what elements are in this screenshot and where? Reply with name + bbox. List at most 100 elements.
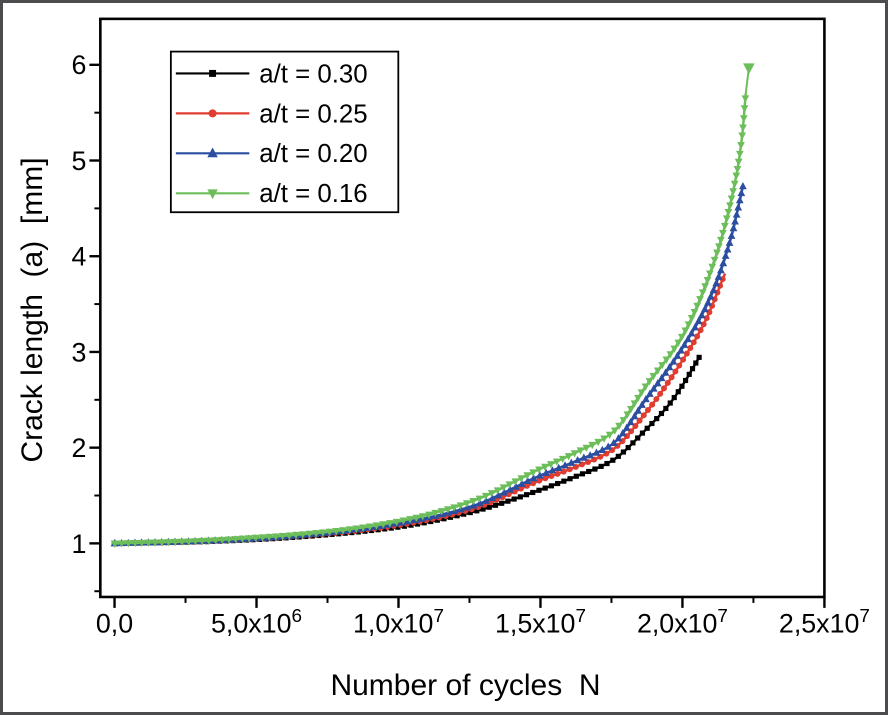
series-marker — [737, 188, 746, 197]
series-marker — [184, 538, 193, 546]
series-marker — [698, 289, 707, 297]
series-marker — [618, 428, 627, 437]
series-marker — [144, 539, 153, 547]
series-marker — [493, 487, 502, 495]
series-marker — [245, 535, 253, 543]
series-marker — [379, 521, 388, 529]
series-marker — [454, 513, 460, 519]
series-marker — [482, 496, 490, 504]
series-marker — [690, 308, 699, 317]
series-marker — [567, 476, 573, 482]
legend-box — [169, 50, 400, 214]
series-marker — [730, 180, 739, 188]
series-marker — [676, 346, 685, 354]
series-marker — [683, 350, 690, 357]
series-marker — [664, 379, 671, 386]
series-marker — [561, 461, 569, 469]
series-marker — [428, 518, 434, 525]
series-marker — [700, 321, 707, 328]
series-marker — [529, 474, 538, 482]
series-marker — [178, 538, 186, 546]
series-marker — [604, 442, 613, 450]
series-marker — [511, 496, 517, 502]
series-marker — [265, 533, 274, 542]
series-marker — [687, 329, 696, 337]
series-marker — [339, 527, 347, 535]
series-marker — [661, 385, 667, 392]
series-marker — [634, 406, 642, 414]
series-marker — [696, 354, 702, 360]
series-marker — [576, 447, 585, 455]
series-marker — [536, 487, 542, 493]
series-marker — [548, 473, 555, 480]
series-marker — [680, 340, 689, 348]
series-marker — [709, 285, 718, 294]
series-marker — [579, 453, 588, 461]
series-marker — [570, 450, 579, 458]
series-marker — [499, 484, 508, 492]
series-marker — [645, 378, 654, 386]
series-marker — [734, 158, 743, 166]
series-marker — [740, 105, 749, 113]
series-marker — [586, 468, 592, 475]
series-marker — [649, 384, 658, 392]
series-marker — [704, 298, 712, 306]
series-marker — [211, 537, 220, 545]
series-marker — [625, 445, 631, 451]
series-marker — [251, 534, 260, 543]
series-marker — [561, 478, 567, 484]
legend-label: a/t = 0.16 — [259, 180, 367, 208]
series-marker — [554, 463, 563, 471]
crack-growth-chart: 0,0 5,0x106 1,0x107 1,5x107 2,0x107 2,5x107 1 2… — [72, 17, 870, 639]
y-axis-title: Crack length (a) [mm] — [16, 157, 49, 463]
series-marker — [461, 511, 467, 517]
series-marker — [714, 272, 723, 280]
x-axis-tick-label: 2,5x107 — [779, 605, 870, 639]
series-marker — [739, 124, 747, 132]
series-marker — [653, 396, 660, 403]
series-marker — [630, 400, 639, 408]
series-marker — [463, 503, 472, 511]
series-marker — [642, 394, 650, 403]
legend-label: a/t = 0.20 — [259, 140, 367, 168]
series-marker — [734, 203, 743, 211]
series-marker — [573, 473, 579, 479]
series-marker — [517, 494, 523, 500]
y-axis-tick-label: 1 — [72, 529, 87, 559]
series-marker — [653, 367, 662, 375]
series-marker — [672, 368, 679, 375]
series-marker — [529, 469, 537, 477]
series-marker — [552, 458, 561, 466]
series-marker — [486, 504, 492, 510]
series-marker — [558, 455, 567, 464]
series-marker — [640, 412, 647, 419]
series-marker — [554, 470, 561, 477]
series-marker — [536, 477, 543, 484]
series-marker — [441, 516, 447, 522]
series-marker — [733, 165, 742, 174]
series-marker — [653, 379, 662, 387]
series-marker — [600, 435, 609, 443]
series-marker — [359, 524, 367, 532]
series-marker — [677, 333, 686, 342]
series-marker — [666, 351, 675, 359]
series-marker — [663, 405, 669, 412]
series-marker — [665, 363, 674, 371]
series-marker — [594, 438, 603, 447]
series-marker — [488, 493, 497, 502]
series-marker — [332, 528, 341, 536]
series-marker — [475, 499, 484, 507]
series-marker — [684, 321, 693, 329]
series-marker — [517, 475, 526, 483]
series-marker — [676, 362, 683, 369]
series-marker — [727, 195, 736, 203]
series-marker — [634, 394, 642, 403]
series-marker — [588, 441, 597, 450]
series-marker — [729, 223, 738, 232]
series-marker — [505, 498, 511, 504]
legend-marker-triangle-down — [207, 189, 218, 200]
series-marker — [724, 209, 733, 217]
series-marker — [689, 366, 696, 372]
series-marker — [731, 217, 739, 225]
series-marker — [592, 466, 598, 472]
